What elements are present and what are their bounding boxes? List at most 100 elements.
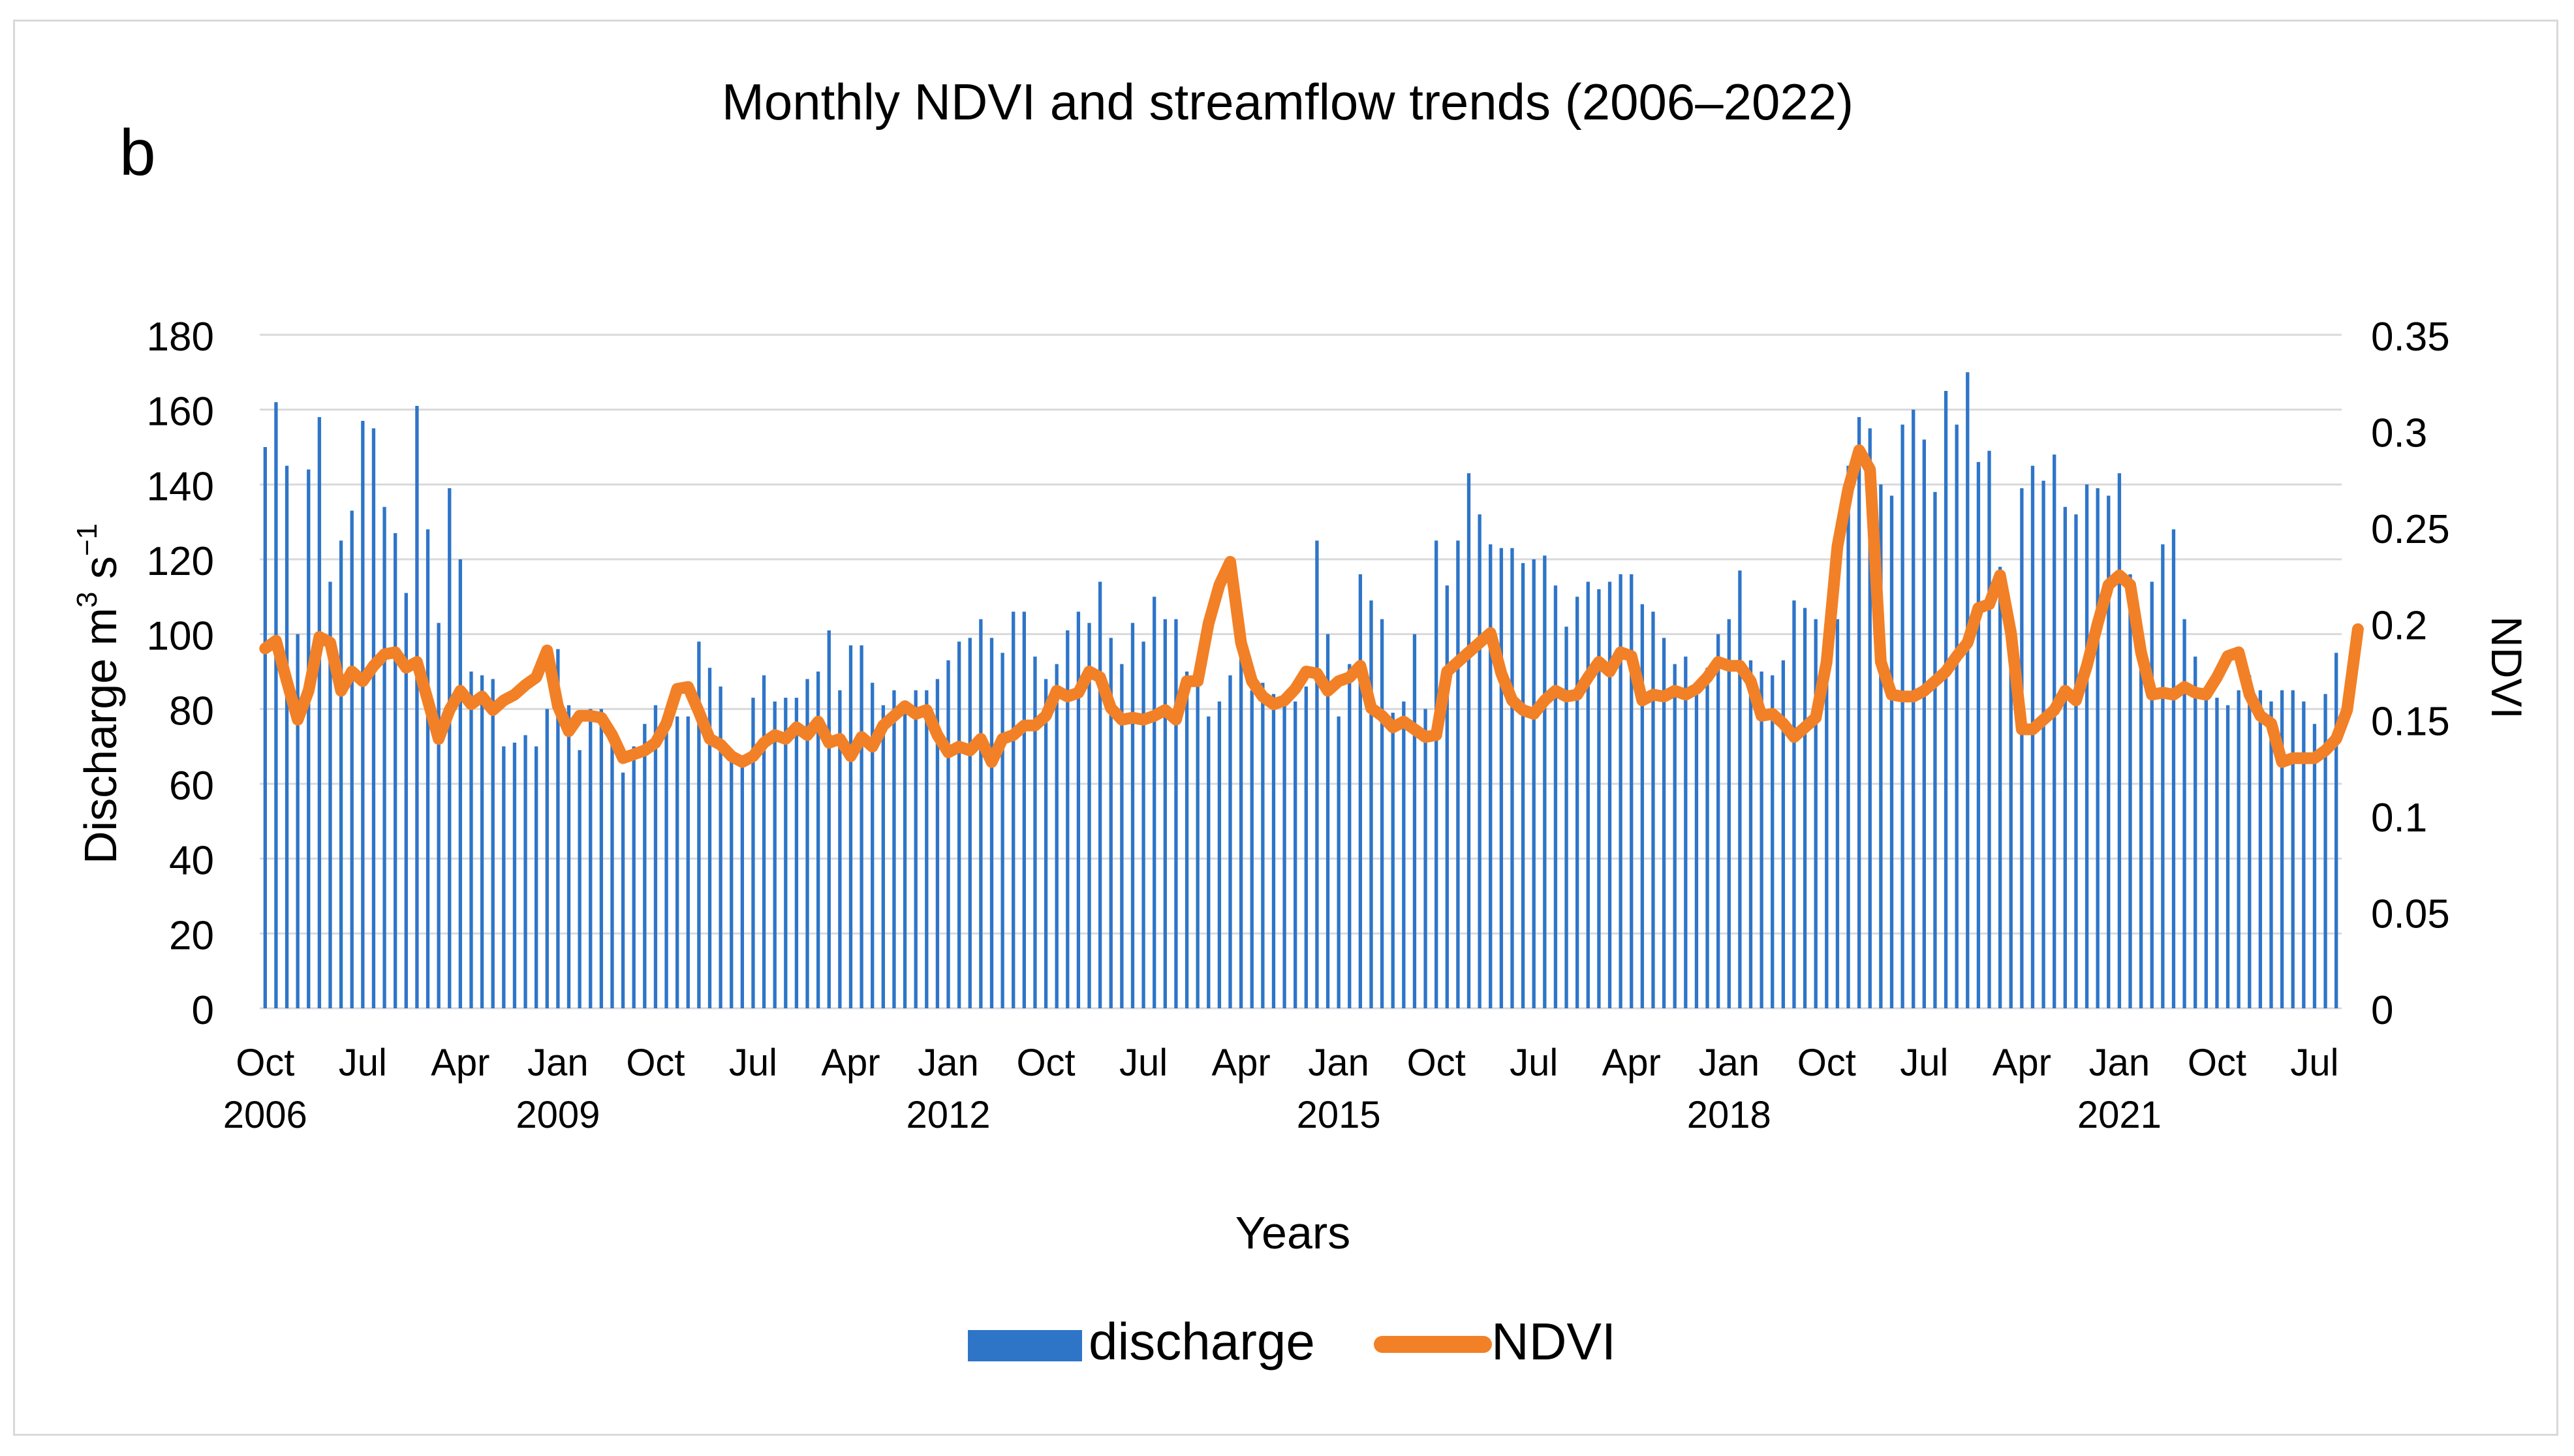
discharge-bar [2150, 581, 2154, 1008]
discharge-bar [469, 672, 473, 1008]
x-tick-month-label: Oct [1407, 1042, 1466, 1084]
discharge-bar [2030, 465, 2035, 1008]
discharge-bar [1912, 409, 1915, 1008]
discharge-bar [881, 705, 885, 1008]
discharge-bar [1976, 461, 1981, 1008]
discharge-bar [740, 765, 745, 1008]
discharge-bar [502, 746, 506, 1008]
discharge-bar [610, 728, 614, 1008]
discharge-bar [1304, 686, 1308, 1008]
discharge-bar [285, 465, 289, 1008]
discharge-bar [2312, 724, 2317, 1008]
x-tick-month-label: Apr [431, 1042, 489, 1084]
x-tick-month-label: Oct [1797, 1042, 1856, 1084]
discharge-bar [1250, 690, 1254, 1008]
x-tick-month-label: Jan [918, 1042, 979, 1084]
discharge-bar [968, 638, 972, 1008]
discharge-bar [914, 690, 918, 1008]
discharge-bar [2041, 480, 2045, 1008]
discharge-bar [1738, 570, 1742, 1008]
x-tick-month-label: Jul [2290, 1042, 2338, 1084]
discharge-bar [1153, 596, 1156, 1008]
discharge-bar [1033, 657, 1037, 1008]
left-y-tick-label: 100 [147, 614, 214, 659]
discharge-bar [827, 630, 831, 1008]
discharge-bar [989, 638, 994, 1008]
discharge-bar [1130, 623, 1135, 1008]
x-tick-month-label: Jul [729, 1042, 777, 1084]
discharge-bar [1944, 391, 1948, 1008]
discharge-bar [437, 623, 441, 1008]
discharge-bar [1380, 619, 1384, 1008]
discharge-bar [2107, 495, 2111, 1008]
discharge-bar [1478, 514, 1481, 1008]
discharge-bar [1955, 424, 1959, 1008]
discharge-bar [2074, 514, 2078, 1008]
x-tick-month-label: Jan [2089, 1042, 2150, 1084]
discharge-bar [535, 746, 538, 1008]
discharge-bar [1141, 642, 1145, 1008]
discharge-bar [382, 506, 386, 1008]
discharge-bar [1564, 627, 1568, 1008]
discharge-bars [263, 372, 2338, 1008]
discharge-bar [1055, 664, 1059, 1008]
discharge-bar [458, 559, 463, 1008]
discharge-bar [816, 672, 820, 1008]
discharge-bar [1640, 604, 1645, 1008]
discharge-bar [1434, 540, 1438, 1008]
discharge-bar [1466, 473, 1471, 1008]
discharge-bar [979, 619, 983, 1008]
discharge-bar [1987, 450, 1991, 1008]
discharge-bar [2258, 690, 2263, 1008]
discharge-bar [394, 533, 397, 1008]
discharge-bar [1586, 581, 1590, 1008]
discharge-bar [2291, 690, 2295, 1008]
discharge-bar [1174, 619, 1178, 1008]
discharge-bar [1825, 638, 1829, 1008]
left-y-axis-label: Discharge m3 s−1 [71, 523, 126, 864]
discharge-bar [621, 772, 625, 1008]
discharge-bar [1532, 559, 1536, 1008]
discharge-bar [2323, 694, 2327, 1008]
discharge-bar [2182, 619, 2186, 1008]
discharge-bar [371, 428, 376, 1008]
x-tick-month-label: Apr [1211, 1042, 1270, 1084]
discharge-bar [2334, 653, 2338, 1008]
discharge-bar [1575, 596, 1579, 1008]
discharge-bar [935, 679, 940, 1008]
x-tick-year-label: 2015 [1297, 1094, 1381, 1136]
discharge-bar [1771, 675, 1775, 1008]
discharge-bar [1066, 630, 1070, 1008]
discharge-bar [317, 417, 322, 1008]
right-y-tick-label: 0.15 [2371, 700, 2450, 745]
discharge-bar [1282, 694, 1286, 1008]
discharge-bar [2117, 473, 2122, 1008]
discharge-bar [1694, 683, 1699, 1008]
discharge-bar [1261, 683, 1265, 1008]
discharge-bar [545, 709, 549, 1008]
discharge-bar [1022, 612, 1026, 1008]
discharge-bar [1705, 668, 1709, 1008]
discharge-bar [1835, 619, 1840, 1008]
discharge-bar [1326, 634, 1330, 1008]
x-tick-year-label: 2006 [223, 1094, 307, 1136]
discharge-bar [2204, 686, 2208, 1008]
discharge-bar [1239, 653, 1243, 1008]
legend-discharge-swatch [968, 1330, 1082, 1361]
discharge-bar [1922, 439, 1926, 1008]
legend-discharge-label: discharge [1089, 1312, 1315, 1371]
left-y-tick-label: 0 [192, 988, 214, 1033]
gridlines [260, 333, 2342, 1010]
discharge-bar [860, 645, 863, 1008]
discharge-bar [957, 642, 961, 1008]
x-tick-month-label: Apr [821, 1042, 880, 1084]
discharge-bar [1597, 589, 1601, 1008]
discharge-bar [1120, 664, 1124, 1008]
discharge-bar [751, 698, 755, 1008]
discharge-bar [1098, 581, 1102, 1008]
discharge-bar [296, 634, 300, 1008]
discharge-bar [1445, 585, 1449, 1008]
ndvi-line [259, 444, 2364, 768]
discharge-bar [1781, 660, 1786, 1008]
discharge-bar [1196, 679, 1200, 1008]
